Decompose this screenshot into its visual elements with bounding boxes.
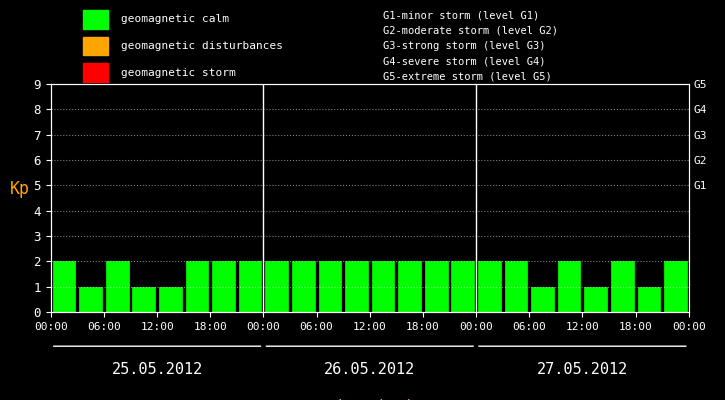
- Bar: [292, 261, 315, 312]
- Text: G3-strong storm (level G3): G3-strong storm (level G3): [383, 41, 545, 51]
- Bar: [425, 261, 447, 312]
- Text: G5-extreme storm (level G5): G5-extreme storm (level G5): [383, 71, 551, 81]
- FancyBboxPatch shape: [83, 10, 108, 28]
- Text: 25.05.2012: 25.05.2012: [112, 362, 203, 377]
- Bar: [558, 261, 581, 312]
- FancyBboxPatch shape: [83, 64, 108, 82]
- Bar: [611, 261, 634, 312]
- Text: G2-moderate storm (level G2): G2-moderate storm (level G2): [383, 26, 558, 36]
- Bar: [159, 287, 182, 312]
- Bar: [212, 261, 235, 312]
- Bar: [372, 261, 394, 312]
- Bar: [106, 261, 128, 312]
- Bar: [53, 261, 75, 312]
- Text: 27.05.2012: 27.05.2012: [536, 362, 628, 377]
- FancyBboxPatch shape: [83, 37, 108, 55]
- Text: 26.05.2012: 26.05.2012: [324, 362, 415, 377]
- Bar: [452, 261, 474, 312]
- Y-axis label: Kp: Kp: [9, 180, 30, 198]
- Bar: [265, 261, 288, 312]
- Bar: [318, 261, 341, 312]
- Text: geomagnetic calm: geomagnetic calm: [121, 14, 229, 24]
- Bar: [478, 261, 501, 312]
- Bar: [186, 261, 208, 312]
- Bar: [239, 261, 262, 312]
- Bar: [531, 287, 554, 312]
- Text: G1-minor storm (level G1): G1-minor storm (level G1): [383, 11, 539, 20]
- Bar: [345, 261, 368, 312]
- Bar: [664, 261, 687, 312]
- Bar: [505, 261, 527, 312]
- Bar: [637, 287, 660, 312]
- Text: G4-severe storm (level G4): G4-severe storm (level G4): [383, 56, 545, 66]
- Bar: [79, 287, 102, 312]
- Text: Time (UT): Time (UT): [325, 399, 415, 400]
- Text: geomagnetic storm: geomagnetic storm: [121, 68, 236, 78]
- Bar: [584, 287, 607, 312]
- Bar: [133, 287, 155, 312]
- Bar: [398, 261, 421, 312]
- Text: geomagnetic disturbances: geomagnetic disturbances: [121, 41, 283, 51]
